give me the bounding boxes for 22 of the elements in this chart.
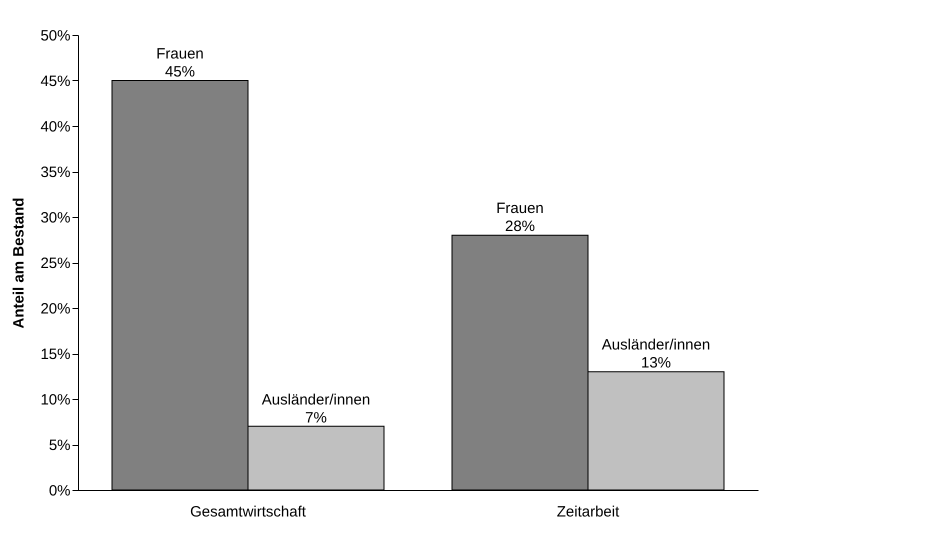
y-tick-label: 40%	[40, 118, 70, 136]
y-tick-label: 5%	[48, 437, 70, 454]
x-tick-label: Gesamtwirtschaft	[190, 504, 307, 520]
text: Frauen	[496, 200, 544, 218]
text: Ausländer/innen	[602, 336, 710, 354]
y-tick-label: 0%	[48, 482, 70, 500]
data-label: 45%	[164, 64, 196, 80]
data-label: 13%	[640, 354, 672, 372]
series-label: Frauen	[156, 46, 204, 62]
y-tick-label: 50%	[40, 28, 70, 44]
y-tick-label: 20%	[40, 300, 70, 318]
y-tick-label: 10%	[40, 392, 70, 408]
y-tick-label: 25%	[40, 255, 70, 272]
x-tick-label: Zeitarbeit	[556, 504, 620, 520]
y-tick-label: 15%	[40, 346, 70, 363]
y-tick-label: 30%	[40, 210, 70, 226]
y-axis-title: Anteil am Bestand	[10, 198, 28, 328]
data-label: 7%	[305, 409, 327, 426]
series-label: Ausländer/innen	[262, 391, 370, 408]
y-tick-label: 45%	[40, 73, 70, 90]
y-tick-label: 35%	[40, 164, 70, 181]
data-label: 28%	[504, 218, 536, 236]
